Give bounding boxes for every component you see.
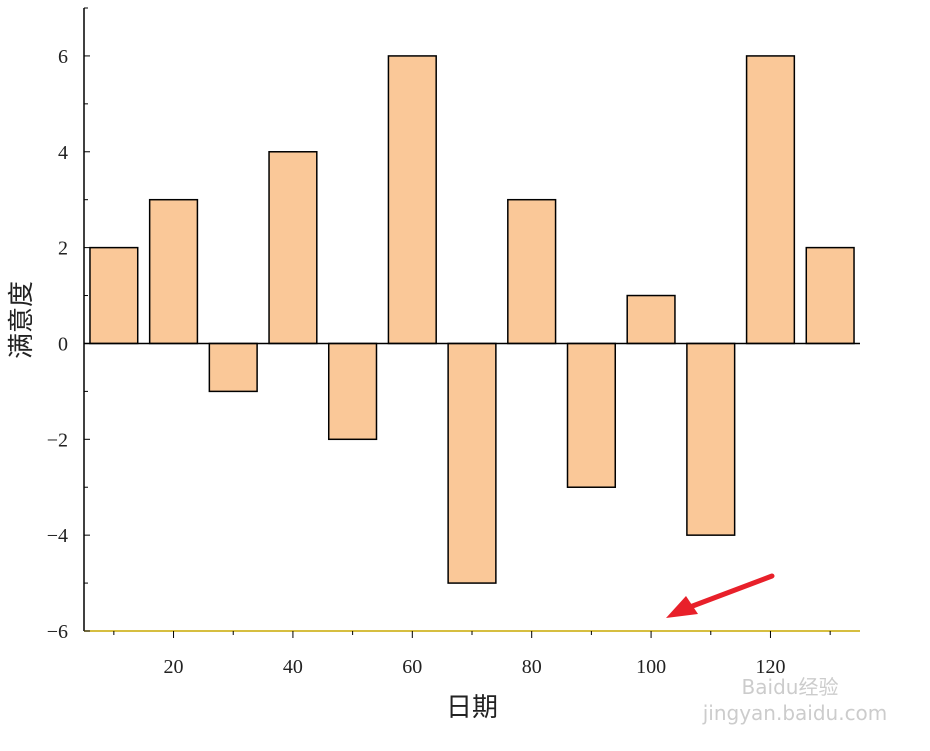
y-axis-title: 满意度 [7,281,37,359]
arrow-head [666,596,698,618]
bar [148,198,199,345]
watermark: jingyan.baidu.com [702,701,888,725]
arrow-shaft [687,573,775,610]
x-tick-label: 20 [164,656,184,678]
bar [327,342,378,441]
y-tick-label: −6 [47,621,68,643]
bar [268,151,318,345]
y-tick-label: 0 [58,333,68,355]
bar [566,342,617,488]
bar [745,55,796,345]
bar [507,198,557,345]
y-tick-label: −4 [47,525,68,547]
bar [686,342,736,536]
y-tick-label: 2 [58,238,68,260]
bar [208,342,258,393]
bar [805,246,855,345]
x-axis-title: 日期 [446,693,498,723]
x-tick-label: 40 [283,656,303,678]
watermark: Baidu经验 [742,675,839,699]
x-tick-label: 100 [636,656,666,678]
bar [387,55,437,345]
x-tick-label: 80 [522,656,542,678]
y-tick-label: 6 [58,46,68,68]
y-tick-label: −2 [47,429,68,451]
x-tick-label: 120 [755,656,785,678]
bar [89,246,139,345]
arrow [666,573,775,618]
bar [626,294,676,345]
x-tick-label: 60 [402,656,422,678]
bar [447,342,497,584]
y-tick-label: 4 [58,142,68,164]
